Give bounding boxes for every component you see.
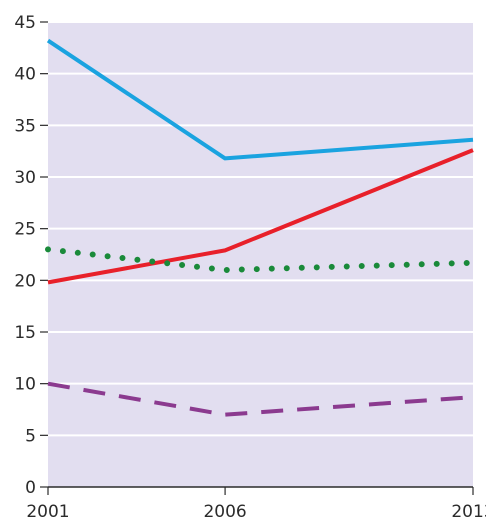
- y-tick-label: 5: [25, 426, 36, 446]
- y-axis: 0 5 10 15 20 25 30 35 40 45: [14, 13, 48, 498]
- grid-lines: [48, 21, 473, 437]
- x-axis: 2001 2006 2013: [26, 486, 486, 522]
- y-tick-label: 20: [14, 271, 36, 291]
- y-tick-label: 25: [14, 220, 36, 240]
- x-tick-label: 2013: [451, 502, 486, 522]
- y-tick-label: 15: [14, 323, 36, 343]
- y-tick-label: 0: [25, 478, 36, 498]
- y-tick-label: 40: [14, 65, 36, 85]
- series-line-3: [45, 246, 476, 273]
- series-line-1: [46, 38, 474, 161]
- y-tick-label: 10: [14, 375, 36, 395]
- y-tick-label: 30: [14, 168, 36, 188]
- x-tick-label: 2001: [26, 502, 69, 522]
- series-line-4: [47, 381, 474, 417]
- y-tick-label: 45: [14, 13, 36, 33]
- plot-background: [48, 22, 473, 487]
- series-lines: [45, 38, 476, 417]
- series-line-2: [47, 148, 474, 285]
- x-tick-label: 2006: [203, 502, 246, 522]
- y-tick-label: 35: [14, 116, 36, 136]
